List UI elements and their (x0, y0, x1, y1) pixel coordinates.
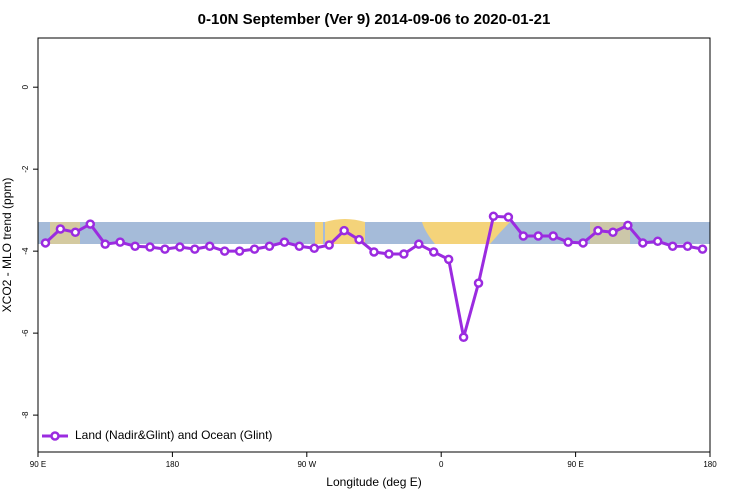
point (55, 224, 66, 234)
x-tick-label: 90 W (297, 460, 316, 469)
point (548, 231, 558, 241)
y-tick-label: -6 (21, 329, 30, 337)
point (249, 244, 260, 254)
point (294, 241, 305, 251)
point (593, 225, 603, 236)
point (638, 238, 648, 248)
x-tick-label: 180 (703, 460, 717, 469)
point (414, 239, 424, 249)
point (324, 240, 334, 250)
point (40, 238, 51, 248)
point (354, 234, 364, 245)
point (623, 220, 633, 231)
point (309, 243, 320, 254)
point (473, 278, 484, 288)
point (175, 242, 185, 252)
point (384, 249, 394, 259)
point (518, 231, 529, 241)
point (652, 236, 663, 247)
plot-frame (37, 37, 711, 453)
legend-label: Land (Nadir&Glint) and Ocean (Glint) (75, 428, 272, 442)
point (503, 212, 514, 222)
x-axis-label: Longitude (deg E) (326, 475, 421, 489)
point (697, 244, 708, 254)
point (85, 219, 96, 229)
point (115, 237, 125, 247)
point (578, 238, 588, 248)
point (204, 241, 215, 251)
point (488, 211, 499, 222)
y-tick-label: -4 (21, 247, 30, 255)
y-tick-label: -8 (21, 411, 30, 419)
x-tick-label: 90 E (30, 460, 46, 469)
point (399, 249, 409, 259)
point (130, 241, 140, 251)
point (264, 241, 275, 251)
x-tick-label: 90 E (567, 460, 583, 469)
point (369, 247, 379, 257)
point (443, 254, 454, 265)
x-tick-label: 180 (166, 460, 180, 469)
chart-title: 0-10N September (Ver 9) 2014-09-06 to 20… (198, 11, 551, 28)
point (682, 241, 693, 251)
point (145, 242, 155, 252)
point (70, 227, 81, 238)
point (458, 332, 469, 342)
point (100, 239, 110, 249)
point (160, 244, 170, 254)
legend-marker (50, 431, 60, 441)
y-tick-label: 0 (21, 84, 30, 89)
point (533, 231, 544, 241)
point (667, 241, 678, 251)
y-tick-label: -2 (21, 165, 30, 173)
point (219, 246, 230, 256)
point (190, 244, 200, 254)
point (428, 247, 439, 257)
y-axis-label: XCO2 - MLO trend (ppm) (0, 178, 14, 313)
point (279, 237, 290, 247)
point (234, 246, 245, 256)
x-tick-label: 0 (439, 460, 444, 469)
point (339, 225, 349, 236)
point (563, 237, 573, 247)
point (608, 227, 618, 238)
